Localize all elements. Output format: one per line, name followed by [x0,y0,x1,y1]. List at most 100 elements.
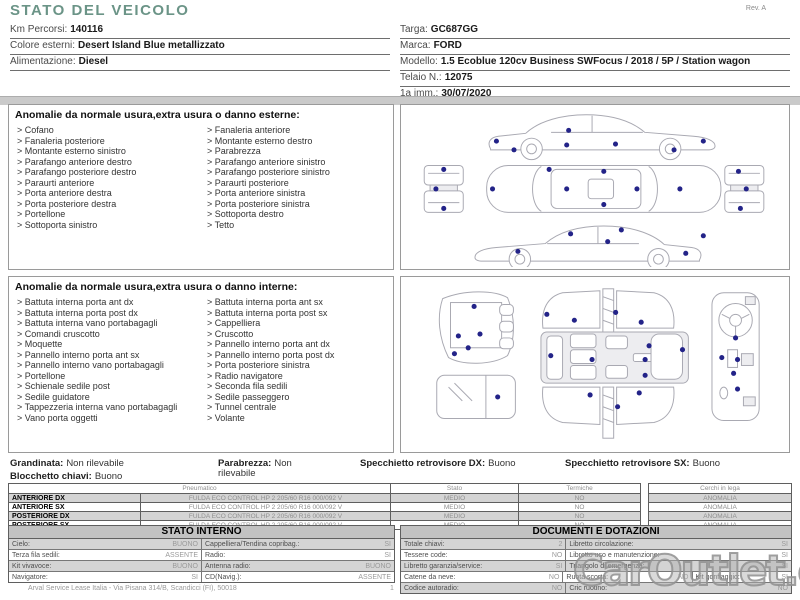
table-row: ANOMALIA [648,502,792,512]
table-row: Codice autoradio: NO Cric ruotino: NO [401,583,791,593]
field-label: CD(Navig.): [205,573,242,581]
table-row: Tessere code: NO Libretto uso e manutenzi… [401,550,791,561]
field-label: Libretto garanzia/service: [404,562,483,570]
tire-stato: MEDIO [390,511,520,521]
interior-anomaly-item: Sedile passeggero [207,392,387,403]
interior-anomaly-item: Vano porta oggetti [17,413,179,424]
field-value: NO [548,573,560,581]
field-value: ASSENTE [358,573,391,581]
exterior-anomaly-item: Montante esterno destro [207,136,387,147]
table-row: ANTERIORE DX FULDA ECO CONTROL HP 2 205/… [8,493,642,503]
interior-anomaly-item: Pannello interno vano portabagagli [17,360,179,371]
field-label: Terza fila sedili: [12,551,60,559]
info-row-colore: Colore esterni: Desert Island Blue metall… [10,39,390,55]
vehicle-info-right: Targa: GC687GG Marca: FORD Modello: 1.5 Eco… [400,23,790,103]
info-value: FORD [433,40,462,51]
table-row: Libretto garanzia/service: SI Triangolo d… [401,561,791,572]
exterior-anomaly-item: Porta posteriore destra [17,199,207,210]
summary-label: Specchietto retrovisore SX: [565,458,690,469]
tires-header-cerchi: Cerchi in lega [648,483,792,494]
documenti-dotazioni-title: DOCUMENTI E DOTAZIONI [401,526,791,539]
tire-spec: FULDA ECO CONTROL HP 2 205/60 R16 000/09… [139,502,392,512]
field-value: SI [555,562,563,570]
info-label: Telaio N.: [400,72,442,83]
field-value: SI [781,551,788,559]
tires-header-termiche: Termiche [518,483,642,494]
info-value: 1.5 Ecoblue 120cv Business SWFocus / 201… [440,56,751,67]
tire-spec: FULDA ECO CONTROL HP 2 205/60 R16 000/09… [139,493,392,503]
field-label: Kit vivavoce: [12,562,52,570]
field-value: BUONO [172,540,198,548]
info-row-km: Km Percorsi: 140116 [10,23,390,39]
field-label: Antenna radio: [205,562,251,570]
revision-label: Rev. A [745,5,766,12]
section-divider [0,96,800,105]
tires-header-pneumatico: Pneumatico [7,483,392,494]
tire-spec: FULDA ECO CONTROL HP 2 205/60 R16 000/09… [139,511,392,521]
table-row: ANOMALIA [648,493,792,503]
field-label: Kit gonfiaggio: [695,573,740,581]
exterior-damage-diagram-panel [400,104,790,270]
summary-label: Parabrezza: [218,458,272,469]
field-value: SI [384,540,391,548]
interior-anomaly-item: Cappelliera [207,318,387,329]
summary-value: Buono [488,458,516,469]
summary-value: Buono [692,458,721,469]
tire-termiche: NO [518,511,642,521]
tire-termiche: NO [518,502,642,512]
tire-stato: MEDIO [390,493,520,503]
summary-value: Non rilevabile [218,458,292,479]
exterior-anomaly-item: Parafango posteriore sinistro [207,167,387,178]
external-anomalies-section: Anomalie da normale usura,extra usura o … [8,104,394,270]
exterior-anomaly-item: Porta anteriore sinistra [207,188,387,199]
field-label: Codice autoradio: [404,584,459,592]
external-anomalies-col1: Cofano Fanaleria posteriore Montante est… [17,125,207,230]
info-label: Alimentazione: [10,56,76,67]
tire-cerchi: ANOMALIA [648,502,792,512]
exterior-anomaly-item: Porta posteriore sinistra [207,199,387,210]
interior-anomaly-item: Comandi cruscotto [17,329,179,340]
interior-anomaly-item: Seconda fila sedili [207,381,387,392]
info-label: Km Percorsi: [10,24,68,35]
info-row-alimentazione: Alimentazione: Diesel [10,55,390,71]
interior-anomaly-item: Battuta interna vano portabagagli [17,318,179,329]
tires-header-stato: Stato [390,483,520,494]
field-value: SI [781,573,788,581]
info-value: 140116 [70,24,104,35]
interior-anomaly-item: Tunnel centrale [207,402,387,413]
interior-anomaly-item: Pannello interno porta ant sx [17,350,179,361]
field-label: Totale chiavi: [404,540,445,548]
tire-stato: MEDIO [390,502,520,512]
field-value: 2 [558,540,563,548]
table-row: ANOMALIA [648,511,792,521]
field-value: SI [781,562,788,570]
summary-blocchetto-chiavi: Blocchetto chiavi: Buono [10,472,122,482]
caroutlet-watermark: CarOutlet.eu [572,545,800,596]
tire-position: ANTERIORE DX [8,493,141,503]
summary-label: Grandinata: [10,458,64,469]
interior-anomaly-item: Porta posteriore sinistra [207,360,387,371]
info-row-targa: Targa: GC687GG [400,23,790,39]
tire-cerchi: ANOMALIA [648,493,792,503]
external-anomalies-lists: Cofano Fanaleria posteriore Montante est… [9,123,393,230]
interior-anomaly-item: Radio navigatore [207,371,387,382]
summary-parabrezza: Parabrezza: Non rilevabile [218,459,322,479]
external-anomalies-title: Anomalie da normale usura,extra usura o … [15,109,300,121]
table-row: POSTERIORE DX FULDA ECO CONTROL HP 2 205… [8,511,642,521]
exterior-damage-diagram [423,114,765,267]
field-label: Cielo: [12,540,30,548]
stato-interno-title: STATO INTERNO [9,526,394,539]
tire-position: ANTERIORE SX [8,502,141,512]
exterior-anomaly-item: Portellone [17,209,207,220]
field-label: Ruota scorta: [566,573,609,581]
info-label: Targa: [400,24,428,35]
info-row-telaio: Telaio N.: 12075 [400,71,790,87]
exterior-anomaly-item: Fanaleria anteriore [207,125,387,136]
info-value: Desert Island Blue metallizzato [78,40,225,51]
info-value: 12075 [444,72,473,83]
page-title: STATO DEL VEICOLO [10,2,190,19]
field-value: BUONO [172,562,198,570]
interior-anomaly-item: Volante [207,413,387,424]
stato-interno-table: STATO INTERNO Cielo: BUONO Cappelliera/Te… [8,525,395,583]
